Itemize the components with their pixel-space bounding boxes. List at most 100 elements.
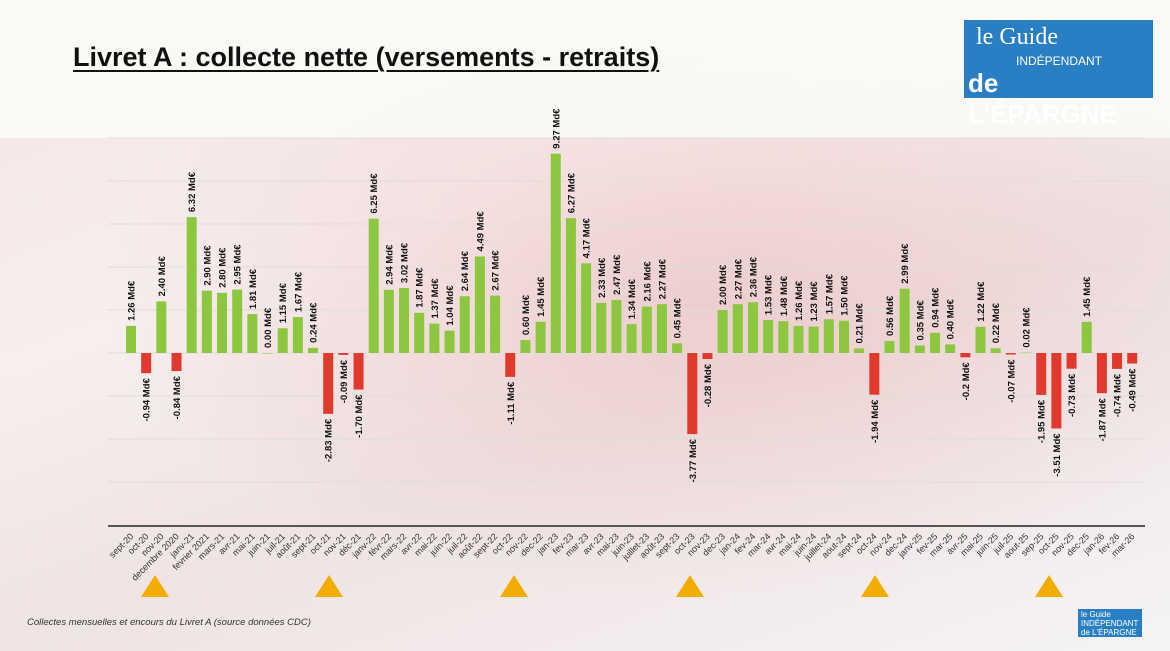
bar — [414, 312, 425, 353]
data-label: 1.48 Md€ — [779, 275, 790, 316]
bar — [1081, 321, 1092, 353]
brand-logo-small: le Guide INDÉPENDANT de L'ÉPARGNE — [1078, 609, 1142, 637]
bar — [383, 289, 394, 353]
data-label: -0.84 Md€ — [172, 375, 183, 419]
data-label: 1.57 Md€ — [824, 273, 835, 314]
logo-small-line3: de L'ÉPARGNE — [1081, 628, 1137, 637]
bar — [277, 328, 288, 353]
bar — [672, 343, 683, 353]
data-label: 6.27 Md€ — [566, 172, 577, 213]
data-label: 1.67 Md€ — [293, 271, 304, 312]
data-label: -0.09 Md€ — [339, 359, 350, 403]
bar — [914, 345, 925, 353]
data-label: -0.49 Md€ — [1128, 368, 1139, 412]
bar — [520, 340, 531, 353]
data-label: 0.94 Md€ — [931, 287, 942, 328]
bar — [459, 296, 470, 353]
data-label: 2.94 Md€ — [384, 244, 395, 285]
bar — [656, 304, 667, 353]
bar — [945, 344, 956, 353]
data-label: 2.99 Md€ — [900, 243, 911, 284]
logo-line2: INDÉPENDANT — [1016, 54, 1103, 68]
bar — [1051, 353, 1062, 429]
bar — [368, 218, 379, 353]
bar — [854, 348, 865, 353]
bar — [778, 321, 789, 353]
data-label: 0.00 Md€ — [263, 307, 274, 348]
bar — [823, 319, 834, 353]
bar — [171, 353, 182, 372]
logo-small-line2: INDÉPENDANT — [1081, 619, 1139, 628]
bar — [444, 330, 455, 353]
bar — [793, 325, 804, 353]
data-label: -0.74 Md€ — [1113, 373, 1124, 417]
data-label: -0.2 Md€ — [961, 362, 972, 401]
data-label: 2.95 Md€ — [233, 244, 244, 285]
bar — [565, 218, 576, 353]
bar — [232, 289, 243, 353]
data-label: 0.24 Md€ — [309, 302, 320, 343]
triangle-marker — [676, 575, 704, 597]
bar — [1127, 353, 1138, 364]
data-label: 1.45 Md€ — [536, 276, 547, 317]
data-label: 1.04 Md€ — [445, 285, 456, 326]
bar — [717, 310, 728, 353]
bar — [975, 326, 986, 353]
bar — [292, 317, 303, 353]
triangle-marker — [315, 575, 343, 597]
bar — [247, 314, 258, 353]
page-title: Livret A : collecte nette (versements - … — [73, 42, 660, 72]
bar — [838, 320, 849, 353]
data-label: -1.70 Md€ — [354, 394, 365, 438]
bar — [641, 306, 652, 353]
data-label: 1.81 Md€ — [248, 268, 259, 309]
bar — [930, 332, 941, 353]
data-label: 1.22 Md€ — [976, 281, 987, 322]
bar — [338, 353, 349, 355]
data-label: -0.73 Md€ — [1067, 373, 1078, 417]
data-label: 1.26 Md€ — [794, 280, 805, 321]
bar — [217, 292, 228, 353]
data-label: 6.25 Md€ — [369, 173, 380, 214]
triangle-marker — [1035, 575, 1063, 597]
bar — [141, 353, 152, 374]
data-label: 0.60 Md€ — [521, 294, 532, 335]
data-label: 3.02 Md€ — [400, 242, 411, 283]
bar — [1021, 352, 1032, 354]
bar — [990, 348, 1001, 353]
bar — [535, 321, 546, 353]
data-label: 2.67 Md€ — [491, 250, 502, 291]
data-label: -0.07 Md€ — [1006, 359, 1017, 403]
bar — [747, 302, 758, 353]
data-label: 0.56 Md€ — [885, 295, 896, 336]
data-label: -3.51 Md€ — [1052, 433, 1063, 477]
data-label: 2.64 Md€ — [460, 250, 471, 291]
data-label: 2.27 Md€ — [657, 258, 668, 299]
bar — [869, 353, 880, 395]
data-label: 0.40 Md€ — [946, 299, 957, 340]
bar — [960, 353, 971, 358]
data-label: 0.45 Md€ — [673, 297, 684, 338]
bar — [399, 288, 410, 353]
bar — [1036, 353, 1047, 395]
bar — [429, 323, 440, 353]
bar — [687, 353, 698, 435]
data-label: 1.50 Md€ — [839, 275, 850, 316]
data-label: 6.32 Md€ — [187, 171, 198, 212]
data-label: -0.94 Md€ — [142, 377, 153, 421]
bar — [596, 302, 607, 353]
data-label: 4.17 Md€ — [582, 217, 593, 258]
bar — [1005, 353, 1016, 355]
data-label: 2.47 Md€ — [612, 254, 623, 295]
data-label: 2.27 Md€ — [733, 258, 744, 299]
data-label: -1.95 Md€ — [1037, 399, 1048, 443]
data-label: -0.28 Md€ — [703, 363, 714, 407]
data-label: -1.94 Md€ — [870, 399, 881, 443]
triangle-marker — [141, 575, 169, 597]
bar — [763, 320, 774, 353]
data-label: 1.87 Md€ — [415, 267, 426, 308]
chart-caption: Collectes mensuelles et encours du Livre… — [27, 617, 311, 628]
data-label: 2.16 Md€ — [642, 261, 653, 302]
bar — [626, 324, 637, 353]
